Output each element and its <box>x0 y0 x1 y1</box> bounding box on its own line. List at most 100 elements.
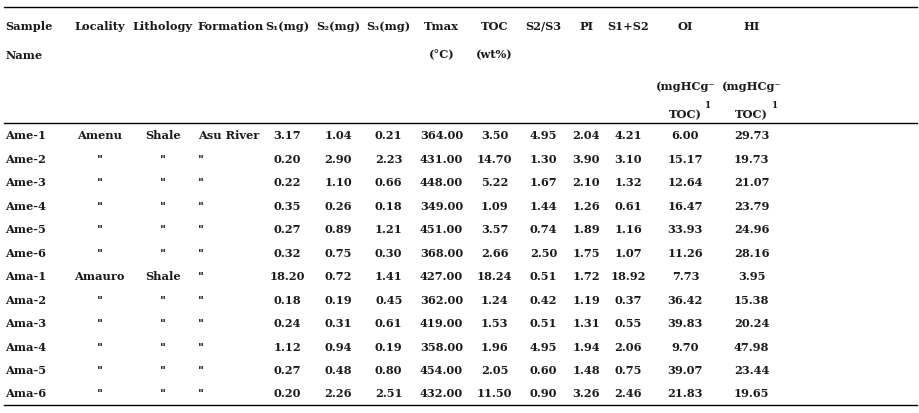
Text: 2.04: 2.04 <box>572 130 599 141</box>
Text: 1.16: 1.16 <box>614 224 641 235</box>
Text: ": " <box>160 341 165 352</box>
Text: ": " <box>160 224 165 235</box>
Text: ": " <box>160 317 165 328</box>
Text: 1.48: 1.48 <box>572 364 599 375</box>
Text: 2.23: 2.23 <box>375 154 402 164</box>
Text: 1: 1 <box>705 100 710 109</box>
Text: Shale: Shale <box>145 130 180 141</box>
Text: ": " <box>96 387 103 399</box>
Text: 0.20: 0.20 <box>274 387 301 399</box>
Text: 0.42: 0.42 <box>529 294 557 305</box>
Text: Ama-4: Ama-4 <box>6 341 47 352</box>
Text: ": " <box>96 224 103 235</box>
Text: 0.60: 0.60 <box>529 364 557 375</box>
Text: ": " <box>96 177 103 188</box>
Text: 1.94: 1.94 <box>572 341 599 352</box>
Text: Tmax: Tmax <box>424 21 459 32</box>
Text: 1.31: 1.31 <box>572 317 599 328</box>
Text: 4.95: 4.95 <box>529 130 557 141</box>
Text: ": " <box>198 154 204 164</box>
Text: ": " <box>198 177 204 188</box>
Text: 1.19: 1.19 <box>572 294 599 305</box>
Text: 0.51: 0.51 <box>529 317 557 328</box>
Text: Name: Name <box>6 50 42 61</box>
Text: 39.83: 39.83 <box>667 317 702 328</box>
Text: 3.90: 3.90 <box>572 154 599 164</box>
Text: Locality: Locality <box>74 21 125 32</box>
Text: 0.48: 0.48 <box>324 364 351 375</box>
Text: 4.21: 4.21 <box>614 130 641 141</box>
Text: 39.07: 39.07 <box>667 364 702 375</box>
Text: 0.26: 0.26 <box>324 200 351 211</box>
Text: 0.55: 0.55 <box>614 317 641 328</box>
Text: 9.70: 9.70 <box>671 341 698 352</box>
Text: 5.22: 5.22 <box>481 177 507 188</box>
Text: Ama-1: Ama-1 <box>6 271 47 282</box>
Text: 349.00: 349.00 <box>419 200 463 211</box>
Text: Ama-3: Ama-3 <box>6 317 47 328</box>
Text: Ame-2: Ame-2 <box>6 154 46 164</box>
Text: Ama-2: Ama-2 <box>6 294 47 305</box>
Text: TOC: TOC <box>481 21 507 32</box>
Text: 0.66: 0.66 <box>375 177 402 188</box>
Text: 2.90: 2.90 <box>324 154 351 164</box>
Text: 3.95: 3.95 <box>737 271 765 282</box>
Text: HI: HI <box>743 21 759 32</box>
Text: 11.50: 11.50 <box>476 387 512 399</box>
Text: 0.21: 0.21 <box>374 130 403 141</box>
Text: S₂(mg): S₂(mg) <box>316 21 359 32</box>
Text: 12.64: 12.64 <box>667 177 702 188</box>
Text: 2.46: 2.46 <box>614 387 641 399</box>
Text: 19.65: 19.65 <box>733 387 768 399</box>
Text: 0.32: 0.32 <box>274 247 301 258</box>
Text: 15.38: 15.38 <box>733 294 768 305</box>
Text: 0.90: 0.90 <box>529 387 557 399</box>
Text: 0.22: 0.22 <box>274 177 301 188</box>
Text: 368.00: 368.00 <box>419 247 463 258</box>
Text: 0.61: 0.61 <box>374 317 403 328</box>
Text: 0.72: 0.72 <box>324 271 351 282</box>
Text: 28.16: 28.16 <box>733 247 768 258</box>
Text: ": " <box>198 200 204 211</box>
Text: 21.83: 21.83 <box>667 387 702 399</box>
Text: S₁(mg): S₁(mg) <box>265 21 310 32</box>
Text: (°C): (°C) <box>428 50 454 61</box>
Text: 3.10: 3.10 <box>614 154 641 164</box>
Text: ": " <box>198 364 204 375</box>
Text: 3.17: 3.17 <box>273 130 301 141</box>
Text: 2.10: 2.10 <box>572 177 599 188</box>
Text: 1.44: 1.44 <box>529 200 557 211</box>
Text: TOC): TOC) <box>734 109 767 121</box>
Text: 451.00: 451.00 <box>419 224 463 235</box>
Text: Shale: Shale <box>145 271 180 282</box>
Text: ": " <box>160 364 165 375</box>
Text: Amenu: Amenu <box>77 130 122 141</box>
Text: 29.73: 29.73 <box>733 130 768 141</box>
Text: 1.53: 1.53 <box>481 317 507 328</box>
Text: 0.51: 0.51 <box>529 271 557 282</box>
Text: 1.72: 1.72 <box>572 271 599 282</box>
Text: 7.73: 7.73 <box>671 271 698 282</box>
Text: ": " <box>96 294 103 305</box>
Text: 18.92: 18.92 <box>610 271 645 282</box>
Text: ": " <box>160 200 165 211</box>
Text: 2.66: 2.66 <box>481 247 507 258</box>
Text: 0.31: 0.31 <box>323 317 352 328</box>
Text: ": " <box>198 294 204 305</box>
Text: 14.70: 14.70 <box>476 154 512 164</box>
Text: 11.26: 11.26 <box>667 247 702 258</box>
Text: Ame-5: Ame-5 <box>6 224 46 235</box>
Text: 1.30: 1.30 <box>529 154 557 164</box>
Text: Ama-5: Ama-5 <box>6 364 47 375</box>
Text: 3.50: 3.50 <box>481 130 507 141</box>
Text: 427.00: 427.00 <box>419 271 463 282</box>
Text: Ame-6: Ame-6 <box>6 247 46 258</box>
Text: 0.61: 0.61 <box>614 200 641 211</box>
Text: 0.75: 0.75 <box>324 247 351 258</box>
Text: 6.00: 6.00 <box>671 130 698 141</box>
Text: 1.26: 1.26 <box>572 200 599 211</box>
Text: ": " <box>160 294 165 305</box>
Text: OI: OI <box>677 21 692 32</box>
Text: 0.35: 0.35 <box>274 200 301 211</box>
Text: S1+S2: S1+S2 <box>607 21 649 32</box>
